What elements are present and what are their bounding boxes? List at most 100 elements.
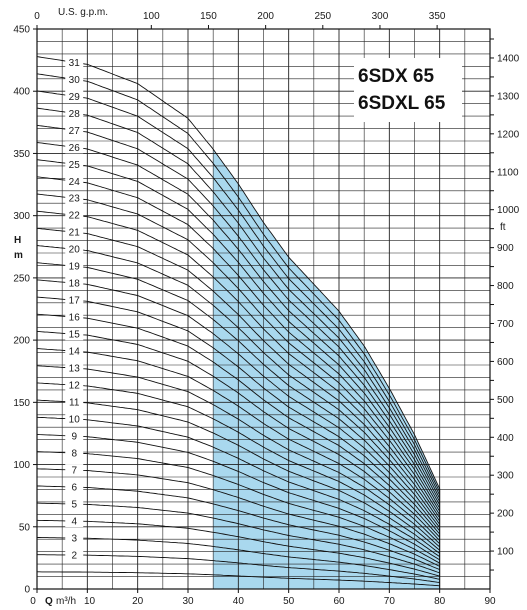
curve-label-background: [65, 277, 84, 290]
top-tick-label: 300: [372, 11, 389, 22]
curve-label-background: [65, 481, 84, 494]
curve-label-background: [65, 294, 84, 307]
left-tick-label: 50: [19, 522, 31, 533]
curve-label-12: 12: [69, 381, 81, 392]
curve-28-stages: [36, 107, 441, 499]
curve-label-background: [65, 192, 84, 205]
curve-label-26: 26: [69, 143, 81, 154]
curve-label-25: 25: [69, 160, 81, 171]
curve-label-8: 8: [71, 449, 77, 460]
curve-label-background: [65, 73, 84, 86]
curve-label-13: 13: [69, 364, 81, 375]
curve-label-30: 30: [69, 75, 81, 86]
curve-19-stages: [36, 262, 441, 528]
curve-26-stages: [36, 142, 441, 506]
left-tick-label: 100: [13, 460, 30, 471]
curve-29-stages: [36, 90, 441, 496]
curve-label-background: [65, 311, 84, 324]
curve-11-stages: [36, 399, 440, 554]
curve-2-stages: [37, 554, 440, 583]
curve-label-background: [65, 124, 84, 137]
curve-16-stages: [36, 313, 441, 538]
curve-label-11: 11: [69, 398, 80, 409]
top-tick-label: 0: [34, 11, 40, 22]
left-tick-label: 450: [13, 25, 30, 36]
curve-20-stages: [36, 245, 441, 525]
curve-label-background: [65, 447, 84, 460]
curve-14-stages: [36, 348, 441, 545]
bottom-tick-label: 80: [434, 596, 446, 607]
right-tick-label: 1000: [497, 205, 520, 216]
curve-label-background: [65, 413, 84, 426]
curve-6-stages: [37, 485, 440, 571]
axes: 20 30 40 50 60 70 80 900 100 100 150 200 250 300 35005…: [13, 11, 519, 607]
curve-label-6: 6: [71, 483, 77, 494]
curve-label-4: 4: [71, 517, 77, 528]
curve-21-stages: [36, 227, 441, 522]
curve-5-stages: [36, 502, 440, 574]
curve-label-7: 7: [71, 466, 77, 477]
curve-label-15: 15: [69, 330, 81, 341]
plot-frame: [36, 28, 491, 590]
curve-label-3: 3: [71, 534, 77, 545]
title-box: 6SDX 65 6SDXL 65: [354, 58, 462, 122]
curve-label-background: [65, 90, 84, 103]
left-tick-label: 150: [13, 398, 30, 409]
curve-labels: 2345678910111213141516171819202122232425…: [65, 56, 84, 562]
right-tick-label: 300: [497, 471, 514, 482]
bottom-tick-label: 90: [484, 596, 496, 607]
curve-12-stages: [36, 382, 440, 551]
curve-label-background: [65, 498, 84, 511]
curve-label-background: [65, 141, 84, 154]
curve-7-stages: [36, 468, 440, 567]
curve-label-27: 27: [69, 126, 81, 137]
left-tick-label: 250: [13, 273, 30, 284]
curve-label-background: [65, 56, 84, 69]
top-tick-label: 150: [200, 11, 217, 22]
curve-label-background: [65, 379, 84, 392]
curve-17-stages: [36, 296, 441, 535]
curve-label-5: 5: [71, 500, 77, 511]
operating-range-fill: [213, 149, 440, 589]
curve-label-21: 21: [69, 228, 81, 239]
curve-label-23: 23: [69, 194, 81, 205]
curve-label-background: [65, 549, 84, 562]
curve-27-stages: [36, 124, 441, 502]
curve-label-background: [65, 107, 84, 120]
left-axis-label-h: H: [14, 235, 21, 246]
curve-label-background: [65, 260, 84, 273]
curve-label-background: [65, 532, 84, 545]
right-tick-label: 800: [497, 281, 514, 292]
curve-label-2: 2: [71, 551, 77, 562]
curve-label-29: 29: [69, 92, 81, 103]
left-tick-label: 300: [13, 211, 30, 222]
right-tick-label: 1400: [497, 53, 520, 64]
curve-lines: [36, 56, 441, 589]
right-tick-label: 500: [497, 395, 514, 406]
curve-25-stages: [36, 159, 441, 509]
curve-label-20: 20: [69, 245, 81, 256]
curve-label-background: [65, 515, 84, 528]
right-tick-label: 200: [497, 509, 514, 520]
bottom-tick-label: 40: [233, 596, 245, 607]
bottom-tick-label: 10: [84, 596, 96, 607]
curve-24-stages: [36, 176, 441, 512]
top-tick-label: 100: [143, 11, 160, 22]
left-axis-label-m: m: [14, 250, 23, 261]
right-tick-label: 100: [497, 547, 514, 558]
curve-label-background: [65, 175, 84, 188]
bottom-tick-label: 30: [182, 596, 194, 607]
curve-label-background: [65, 209, 84, 222]
curve-label-background: [65, 328, 84, 341]
left-tick-label: 350: [13, 149, 30, 160]
curve-23-stages: [36, 193, 441, 515]
bottom-tick-label: 50: [283, 596, 295, 607]
left-tick-label: 400: [13, 87, 30, 98]
curve-13-stages: [36, 365, 440, 548]
bottom-tick-label: 20: [132, 596, 144, 607]
curve-10-stages: [36, 416, 440, 557]
title-background: [354, 58, 462, 122]
right-tick-label: 1200: [497, 129, 520, 140]
curve-label-22: 22: [69, 211, 81, 222]
right-tick-label: 1300: [497, 91, 520, 102]
